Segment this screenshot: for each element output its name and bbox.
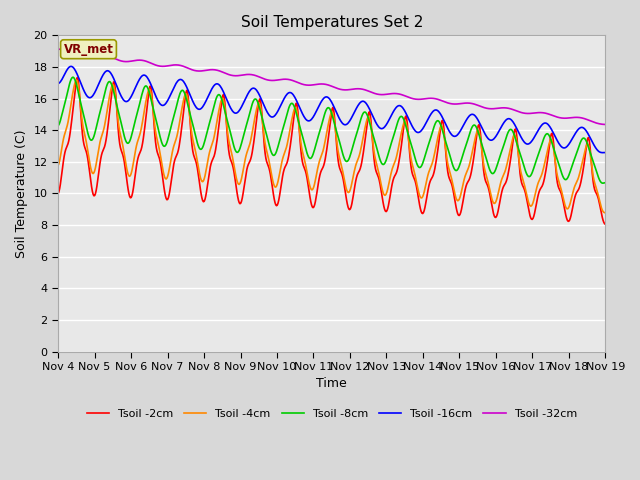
Tsoil -32cm: [176, 62, 184, 68]
Tsoil -16cm: [54, 81, 62, 86]
Line: Tsoil -16cm: Tsoil -16cm: [58, 66, 605, 153]
Y-axis label: Soil Temperature (C): Soil Temperature (C): [15, 129, 28, 258]
Tsoil -2cm: [121, 164, 129, 170]
Tsoil -8cm: [205, 120, 213, 126]
Tsoil -2cm: [54, 191, 62, 196]
Tsoil -4cm: [72, 77, 80, 83]
Tsoil -16cm: [205, 91, 213, 96]
Tsoil -32cm: [120, 59, 128, 64]
Tsoil -16cm: [399, 105, 406, 111]
Tsoil -2cm: [602, 221, 609, 227]
Tsoil -2cm: [415, 198, 422, 204]
Tsoil -4cm: [121, 156, 129, 162]
Tsoil -4cm: [64, 120, 72, 125]
Tsoil -8cm: [68, 74, 76, 80]
Tsoil -8cm: [415, 164, 422, 170]
Tsoil -8cm: [64, 87, 72, 93]
Tsoil -16cm: [67, 63, 75, 69]
Tsoil -16cm: [598, 150, 606, 156]
Tsoil -8cm: [177, 89, 184, 95]
Tsoil -2cm: [177, 133, 184, 139]
Line: Tsoil -8cm: Tsoil -8cm: [58, 77, 605, 183]
Tsoil -8cm: [399, 115, 406, 120]
Tsoil -32cm: [205, 67, 212, 73]
Title: Soil Temperatures Set 2: Soil Temperatures Set 2: [241, 15, 423, 30]
Legend: Tsoil -2cm, Tsoil -4cm, Tsoil -8cm, Tsoil -16cm, Tsoil -32cm: Tsoil -2cm, Tsoil -4cm, Tsoil -8cm, Tsoi…: [82, 405, 581, 423]
Tsoil -16cm: [602, 150, 609, 156]
X-axis label: Time: Time: [316, 377, 347, 391]
Tsoil -4cm: [399, 123, 406, 129]
Tsoil -4cm: [602, 210, 609, 216]
Tsoil -32cm: [398, 92, 406, 98]
Tsoil -16cm: [64, 66, 72, 72]
Line: Tsoil -2cm: Tsoil -2cm: [58, 78, 605, 224]
Tsoil -4cm: [177, 113, 184, 119]
Tsoil -8cm: [121, 136, 129, 142]
Tsoil -2cm: [64, 141, 72, 146]
Tsoil -4cm: [415, 190, 422, 196]
Line: Tsoil -4cm: Tsoil -4cm: [58, 80, 605, 213]
Tsoil -2cm: [205, 168, 213, 174]
Tsoil -32cm: [64, 47, 72, 53]
Tsoil -32cm: [54, 47, 62, 52]
Tsoil -2cm: [74, 75, 81, 81]
Line: Tsoil -32cm: Tsoil -32cm: [58, 49, 605, 124]
Tsoil -4cm: [205, 149, 213, 155]
Tsoil -8cm: [599, 180, 607, 186]
Tsoil -4cm: [54, 163, 62, 168]
Tsoil -8cm: [602, 180, 609, 186]
Text: VR_met: VR_met: [63, 43, 113, 56]
Tsoil -16cm: [415, 130, 422, 135]
Tsoil -2cm: [399, 131, 406, 137]
Tsoil -32cm: [414, 96, 422, 102]
Tsoil -16cm: [177, 77, 184, 83]
Tsoil -32cm: [602, 121, 609, 127]
Tsoil -16cm: [121, 98, 129, 104]
Tsoil -8cm: [54, 123, 62, 129]
